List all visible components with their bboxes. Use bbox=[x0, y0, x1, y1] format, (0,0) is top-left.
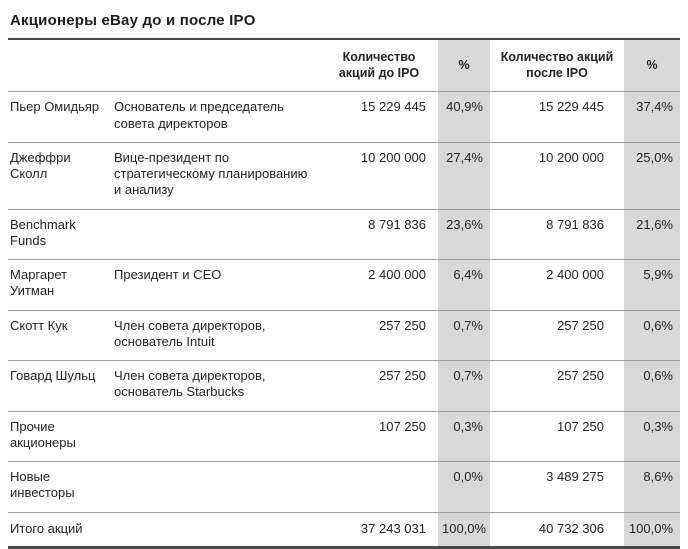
shareholder-role: Президент и CEO bbox=[110, 259, 320, 311]
shareholder-name: Прочие акционеры bbox=[8, 411, 110, 462]
shares-after-value: 15 229 445 bbox=[490, 91, 624, 143]
shares-after-value: 2 400 000 bbox=[490, 259, 624, 311]
header-shares-after: Количество акций после IPO bbox=[490, 39, 624, 93]
shares-after-value: 8 791 836 bbox=[490, 209, 624, 260]
shareholder-name: Скотт Кук bbox=[8, 310, 110, 361]
table-header: Количество акций до IPO % Количество акц… bbox=[8, 39, 680, 93]
header-shareholder bbox=[8, 39, 110, 93]
pct-before-value: 27,4% bbox=[438, 142, 490, 210]
table-row: Скотт Кук Член совета директоров, основа… bbox=[8, 310, 680, 361]
pct-before-value: 0,7% bbox=[438, 310, 490, 361]
header-role bbox=[110, 39, 320, 93]
total-shares-after: 40 732 306 bbox=[538, 520, 604, 536]
header-pct-before: % bbox=[438, 39, 490, 93]
pct-after-value: 8,6% bbox=[624, 461, 680, 513]
pct-before-value: 23,6% bbox=[438, 209, 490, 260]
shareholder-role: Член совета директоров, основатель Starb… bbox=[110, 360, 320, 412]
pct-before-value: 0,0% bbox=[438, 461, 490, 513]
pct-after-value: 21,6% bbox=[624, 209, 680, 260]
shareholder-name: Новые инвесторы bbox=[8, 461, 110, 513]
pct-before-value: 0,7% bbox=[438, 360, 490, 412]
shares-after-value: 257 250 bbox=[490, 360, 624, 412]
pct-after-value: 0,6% bbox=[624, 360, 680, 412]
shareholder-role bbox=[110, 209, 320, 260]
shareholder-role: Вице-президент по стратегическому планир… bbox=[110, 142, 320, 210]
table-row: Новые инвесторы 0,0% 3 489 275 8,6% bbox=[8, 461, 680, 513]
pct-after-value: 0,3% bbox=[624, 411, 680, 462]
shares-before-value: 8 791 836 bbox=[320, 209, 438, 260]
table-row: Говард Шульц Член совета директоров, осн… bbox=[8, 360, 680, 412]
shareholder-role: Основатель и председатель совета директо… bbox=[110, 91, 320, 143]
total-pct-before: 100,0% bbox=[438, 512, 490, 548]
shares-before-value: 15 229 445 bbox=[320, 91, 438, 143]
table-row: Пьер Омидьяр Основатель и председатель с… bbox=[8, 91, 680, 143]
table-row: Джеффри Сколл Вице-президент по стратеги… bbox=[8, 142, 680, 210]
pct-after-value: 37,4% bbox=[624, 91, 680, 143]
header-pct-after: % bbox=[624, 39, 680, 93]
table-row: Benchmark Funds 8 791 836 23,6% 8 791 83… bbox=[8, 209, 680, 260]
shares-before-value: 10 200 000 bbox=[320, 142, 438, 210]
pct-after-value: 25,0% bbox=[624, 142, 680, 210]
total-role bbox=[110, 512, 320, 547]
table-row: Прочие акционеры 107 250 0,3% 107 250 0,… bbox=[8, 411, 680, 462]
shareholder-role bbox=[110, 411, 320, 462]
pct-before-value: 0,3% bbox=[438, 411, 490, 462]
shares-before-value: 257 250 bbox=[320, 360, 438, 412]
total-shares-before: 37 243 031 bbox=[360, 520, 426, 536]
shareholders-table: Количество акций до IPO % Количество акц… bbox=[8, 38, 680, 549]
shares-before-value bbox=[320, 461, 438, 513]
shares-after-value: 257 250 bbox=[490, 310, 624, 361]
shares-before-value: 2 400 000 bbox=[320, 259, 438, 311]
header-shares-before: Количество акций до IPO bbox=[320, 39, 438, 93]
pct-before-value: 6,4% bbox=[438, 259, 490, 311]
table-body: Пьер Омидьяр Основатель и председатель с… bbox=[8, 91, 680, 548]
pct-after-value: 0,6% bbox=[624, 310, 680, 361]
pct-after-value: 5,9% bbox=[624, 259, 680, 311]
shareholder-role bbox=[110, 461, 320, 513]
header-row: Количество акций до IPO % Количество акц… bbox=[8, 39, 680, 93]
pct-before-value: 40,9% bbox=[438, 91, 490, 143]
shares-after-value: 10 200 000 bbox=[490, 142, 624, 210]
shareholder-name: Пьер Омидьяр bbox=[8, 91, 110, 143]
shareholder-name: Говард Шульц bbox=[8, 360, 110, 412]
shares-after-value: 3 489 275 bbox=[490, 461, 624, 513]
table-row: Маргарет Уитман Президент и CEO 2 400 00… bbox=[8, 259, 680, 311]
shareholder-name: Маргарет Уитман bbox=[8, 259, 110, 311]
shares-after-value: 107 250 bbox=[490, 411, 624, 462]
shareholder-role: Член совета директоров, основатель Intui… bbox=[110, 310, 320, 361]
shares-before-value: 257 250 bbox=[320, 310, 438, 361]
shareholder-name: Benchmark Funds bbox=[8, 209, 110, 260]
shares-before-value: 107 250 bbox=[320, 411, 438, 462]
total-label: Итого акций bbox=[10, 520, 83, 536]
shareholder-name: Джеффри Сколл bbox=[8, 142, 110, 210]
page-title: Акционеры eBay до и после IPO bbox=[10, 12, 256, 29]
total-pct-after: 100,0% bbox=[624, 512, 680, 548]
table-row-total: Итого акций 37 243 031 100,0% 40 732 306… bbox=[8, 512, 680, 548]
